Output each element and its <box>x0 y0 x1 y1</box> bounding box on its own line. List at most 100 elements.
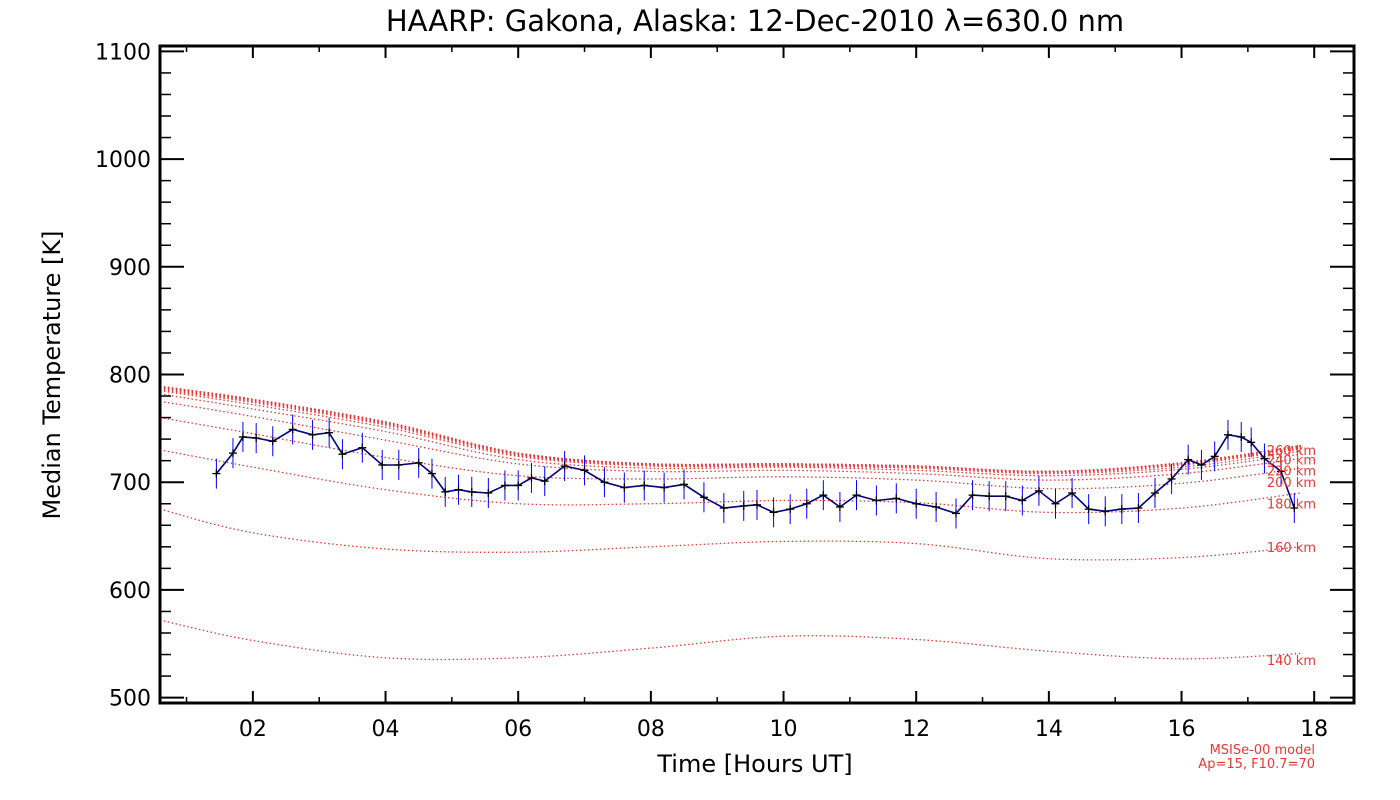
data-point <box>394 460 403 469</box>
y-tick-label: 800 <box>109 364 151 389</box>
data-point <box>252 434 261 443</box>
model-label: 260 km <box>1267 444 1316 459</box>
y-axis-label: Median Temperature [K] <box>38 230 66 519</box>
x-tick-label: 12 <box>902 717 930 742</box>
data-point <box>1277 467 1286 476</box>
data-point <box>985 492 994 501</box>
x-axis: 02 04 06 08 10 12 14 16 18 <box>185 46 1328 742</box>
x-tick-label: 08 <box>637 717 665 742</box>
model-curve-160-km <box>159 508 1301 561</box>
y-axis: 500 600 700 800 900 1000 1100 <box>95 40 1354 712</box>
y-tick-label: 1100 <box>95 40 151 65</box>
x-tick-label: 14 <box>1035 717 1063 742</box>
data-point <box>414 458 423 467</box>
x-tick-label: 18 <box>1300 717 1328 742</box>
data-point <box>540 477 549 486</box>
model-note-params: Ap=15, F10.7=70 <box>1198 757 1315 772</box>
data-point <box>932 502 941 511</box>
model-curve-340-km <box>159 386 1301 473</box>
data-point <box>1247 438 1256 447</box>
data-point <box>786 505 795 514</box>
data-point <box>1134 504 1143 513</box>
y-tick-label: 500 <box>109 687 151 712</box>
y-tick-label: 600 <box>109 579 151 604</box>
data-point <box>467 487 476 496</box>
data-point <box>484 488 493 497</box>
data-point <box>892 494 901 503</box>
data-point <box>358 443 367 452</box>
model-curve-220-km <box>159 400 1301 481</box>
model-label: 220 km <box>1267 464 1316 479</box>
data-point <box>1117 505 1126 514</box>
data-point <box>238 432 247 441</box>
model-curve-320-km <box>159 386 1301 473</box>
data-point <box>1223 430 1232 439</box>
model-curve-140-km <box>159 619 1301 661</box>
model-curves <box>159 385 1301 661</box>
x-tick-label: 06 <box>504 717 532 742</box>
data-point <box>640 481 649 490</box>
data-point <box>228 449 237 458</box>
x-tick-label: 04 <box>372 717 400 742</box>
data-point <box>560 462 569 471</box>
data-point <box>769 508 778 517</box>
data-point <box>1084 505 1093 514</box>
data-point <box>454 485 463 494</box>
data-point <box>1167 474 1176 483</box>
model-curve-200-km <box>159 416 1301 490</box>
data-point <box>620 483 629 492</box>
model-curve-180-km <box>159 449 1301 514</box>
data-point <box>1237 432 1246 441</box>
data-point <box>968 491 977 500</box>
data-point <box>268 437 277 446</box>
data-point <box>580 466 589 475</box>
data-point <box>952 509 960 518</box>
data-point <box>1184 455 1193 464</box>
model-label: 200 km <box>1267 476 1316 491</box>
y-tick-label: 700 <box>109 471 151 496</box>
measured-line <box>215 428 1296 515</box>
model-label: 180 km <box>1267 498 1316 513</box>
data-point <box>802 499 811 508</box>
data-point <box>1151 488 1159 497</box>
x-tick-label: 02 <box>239 717 267 742</box>
data-point <box>819 491 828 500</box>
data-point <box>835 502 844 511</box>
data-point <box>872 496 881 505</box>
data-point <box>1210 452 1219 461</box>
data-point <box>441 487 450 496</box>
model-curve-400-km <box>159 385 1301 473</box>
model-curve-360-km <box>159 385 1301 473</box>
model-curve-280-km <box>159 388 1301 474</box>
model-curve-300-km <box>159 387 1301 474</box>
data-point <box>378 460 387 469</box>
x-tick-label: 16 <box>1168 717 1196 742</box>
model-label: 140 km <box>1267 654 1316 669</box>
model-label: 160 km <box>1267 541 1316 556</box>
data-point <box>325 428 334 437</box>
chart-title: HAARP: Gakona, Alaska: 12-Dec-2010 λ=630… <box>386 4 1124 38</box>
data-point <box>912 499 921 508</box>
model-note-name: MSISe-00 model <box>1210 743 1315 758</box>
data-point <box>212 469 221 478</box>
data-point <box>739 501 748 510</box>
data-point <box>514 481 523 490</box>
data-point <box>500 481 509 490</box>
plot-frame <box>158 44 1356 705</box>
data-point <box>1260 454 1269 463</box>
data-point <box>660 483 669 492</box>
y-tick-label: 1000 <box>95 148 151 173</box>
y-tick-label: 900 <box>109 256 151 281</box>
data-point <box>1001 492 1010 501</box>
data-point <box>1101 507 1110 516</box>
data-point <box>680 480 689 489</box>
data-point <box>719 504 728 513</box>
data-point <box>338 450 347 459</box>
data-point <box>527 473 536 482</box>
data-point <box>753 500 761 509</box>
data-point <box>699 493 708 502</box>
data-point <box>1290 504 1299 513</box>
x-tick-label: 10 <box>770 717 798 742</box>
